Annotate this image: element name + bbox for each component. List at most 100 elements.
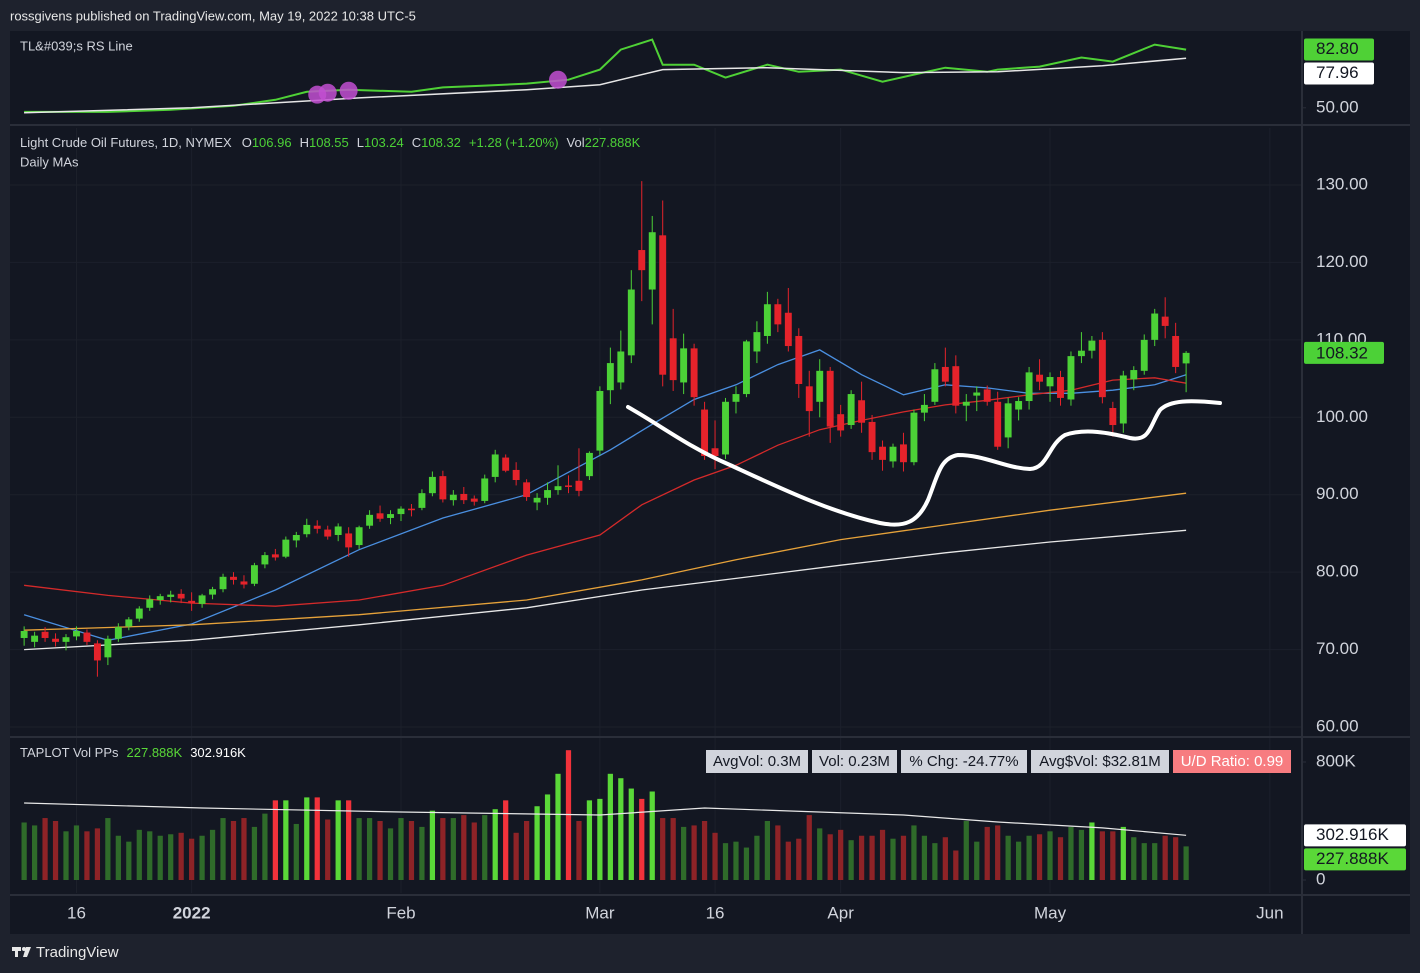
volume-bar — [387, 828, 394, 880]
price-legend: Light Crude Oil Futures, 1D, NYMEX O106.9… — [20, 135, 641, 150]
candle-body — [1109, 407, 1117, 426]
volume-bar — [492, 809, 498, 880]
volume-bar — [356, 818, 362, 880]
candle-body — [816, 370, 824, 402]
volume-ma — [24, 802, 1187, 836]
volume-bar — [555, 773, 561, 880]
candle-body — [638, 250, 646, 271]
volume-bar — [733, 841, 739, 880]
volume-bar — [1120, 826, 1126, 880]
candle-body — [795, 335, 803, 384]
candle-body — [1098, 339, 1106, 398]
rs-marker — [339, 81, 358, 100]
candle-body — [742, 341, 750, 395]
volume-bar — [1016, 841, 1022, 880]
legend-key: H — [300, 135, 309, 150]
moving-average — [24, 492, 1187, 631]
candle-body — [428, 476, 436, 494]
volume-bar — [272, 800, 278, 880]
stat-box — [706, 750, 808, 773]
candle-body — [952, 366, 960, 406]
volume-bar — [63, 831, 69, 880]
footer-brand: TradingView — [36, 944, 119, 961]
volume-bar — [377, 820, 383, 880]
candle-body — [282, 539, 290, 557]
volume-bar — [953, 850, 959, 880]
volume-bar — [660, 818, 666, 880]
candle-body — [732, 394, 740, 402]
candle-body — [879, 446, 886, 460]
candle-body — [1067, 356, 1075, 400]
candle-body — [722, 401, 729, 455]
candle-body — [753, 332, 761, 352]
value-box — [1304, 62, 1374, 85]
candle-body — [931, 369, 939, 402]
candle-body — [585, 452, 593, 477]
volume-bar — [503, 800, 509, 880]
candle-body — [659, 235, 667, 375]
value-box — [1304, 38, 1374, 61]
candle-body — [962, 401, 970, 406]
legend-key: C — [412, 135, 421, 150]
legend-key: L — [357, 135, 364, 150]
volume-bar — [879, 829, 886, 880]
candle-body — [167, 594, 175, 597]
x-tick-label: Apr — [827, 903, 854, 922]
volume-bar — [314, 797, 320, 880]
candle-body — [324, 529, 332, 537]
candle-body — [73, 631, 80, 637]
volume-bar — [995, 825, 1001, 880]
volume-bar — [681, 826, 687, 880]
candle-body — [1077, 350, 1085, 357]
candle-body — [135, 608, 143, 619]
y-tick-label: 120.00 — [1316, 252, 1368, 271]
value-box-label: 227.888K — [1316, 849, 1389, 868]
candle-body — [83, 632, 91, 642]
pane-title: TL&#039;s RS Line — [20, 38, 133, 53]
candle-body — [973, 392, 981, 396]
volume-bar — [806, 815, 812, 880]
candle-body — [1130, 370, 1138, 380]
candle-body — [460, 493, 468, 501]
candle-body — [271, 554, 279, 558]
candle-body — [1161, 316, 1169, 326]
candle-body — [920, 404, 928, 413]
legend-value: 227.888K — [585, 135, 641, 150]
candle-body — [627, 289, 635, 356]
volume-bar — [293, 823, 299, 880]
candle-body — [701, 409, 709, 457]
volume-bar — [1068, 826, 1074, 880]
y-tick-label: 50.00 — [1316, 97, 1359, 116]
volume-bar — [817, 828, 823, 880]
volume-bar — [230, 820, 237, 880]
volume-bar — [576, 820, 582, 880]
legend-value: 302.916K — [190, 745, 246, 760]
stat-label: AvgVol: 0.3M — [713, 753, 801, 770]
volume-bar — [366, 818, 373, 880]
volume-bar — [42, 818, 48, 880]
volume-bar — [105, 818, 111, 880]
volume-bar — [1141, 843, 1147, 880]
volume-bar — [283, 800, 289, 880]
volume-bar — [722, 843, 729, 880]
candle-body — [533, 497, 541, 503]
candle-body — [774, 304, 782, 325]
volume-bar — [838, 829, 844, 880]
candle-body — [858, 400, 866, 423]
volume-bar — [869, 835, 875, 880]
candle-body — [481, 478, 489, 501]
candle-body — [313, 525, 321, 529]
candle-body — [826, 370, 834, 427]
y-tick-label: 60.00 — [1316, 717, 1359, 736]
candle-body — [387, 514, 394, 518]
rs-line — [24, 57, 1187, 114]
pane-subtitle: Daily MAs — [20, 154, 79, 169]
candle-body — [1004, 403, 1012, 438]
value-box-label: 82.80 — [1316, 39, 1359, 58]
volume-bar — [461, 815, 467, 880]
legend-change: +1.28 (+1.20%) — [469, 135, 559, 150]
volume-bar — [544, 794, 551, 880]
y-tick-label: 90.00 — [1316, 484, 1359, 503]
legend-value: 106.96 — [252, 135, 292, 150]
candle-body — [1172, 335, 1180, 367]
